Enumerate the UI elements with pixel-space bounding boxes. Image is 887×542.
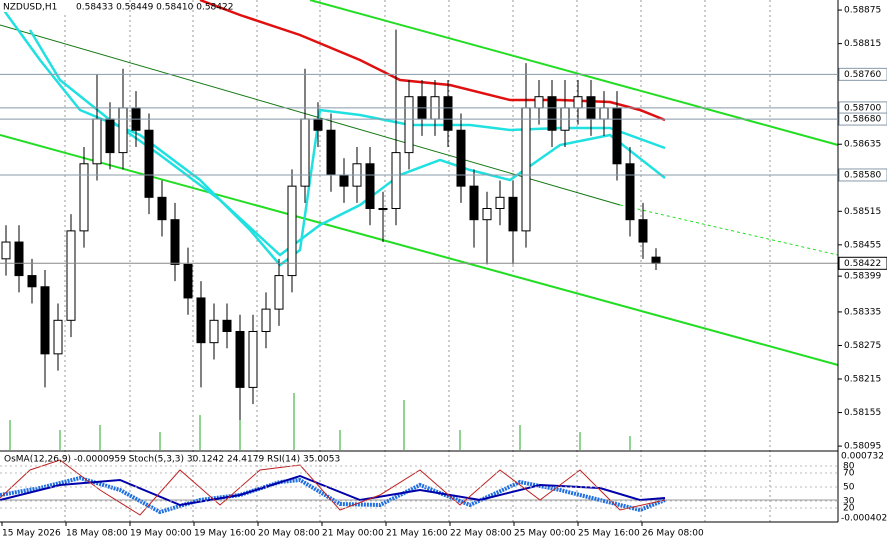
- candle-body: [612, 107, 622, 165]
- candle-body: [534, 96, 544, 109]
- candle-body: [27, 275, 37, 288]
- x-tick-label: 26 May 08:00: [642, 529, 704, 539]
- candle-body: [105, 118, 115, 154]
- x-tick-label: 21 May 16:00: [386, 529, 448, 539]
- current-price-label: 0.58422: [844, 259, 881, 269]
- candle-body: [404, 96, 414, 154]
- price-level-label: 0.58580: [844, 170, 881, 180]
- y-tick-label: 0.58399: [844, 272, 881, 282]
- x-tick-label: 25 May 00:00: [514, 529, 576, 539]
- candle-body: [326, 129, 336, 176]
- candle-body: [391, 152, 401, 210]
- candle-body: [482, 208, 492, 221]
- candle-body: [443, 96, 453, 131]
- ma-slow: [199, 0, 666, 122]
- y-tick-label: 0.58095: [844, 442, 881, 452]
- grid: [64, 0, 771, 522]
- candle-body: [287, 185, 297, 277]
- price-level-label: 0.58680: [844, 115, 881, 125]
- candle-body: [144, 129, 154, 198]
- volumes: [9, 393, 631, 450]
- candle-body: [40, 286, 50, 355]
- candle-body: [222, 319, 232, 332]
- y-tick-label: 0.58335: [844, 307, 881, 317]
- x-tick-label: 20 May 08:00: [258, 529, 320, 539]
- candle-body: [118, 107, 128, 154]
- y-tick-label: 0.58455: [844, 240, 881, 250]
- candle-body: [274, 275, 284, 310]
- candle-body: [1, 241, 11, 260]
- candle-body: [638, 219, 648, 243]
- level-label: 50: [843, 483, 855, 493]
- level-label: 20: [843, 504, 855, 514]
- level-label: 30: [843, 497, 855, 507]
- candle-body: [521, 107, 531, 232]
- price-level-label: 0.58700: [844, 103, 881, 113]
- candle-body: [651, 256, 661, 264]
- candle-body: [625, 163, 635, 221]
- candle-body: [66, 230, 76, 321]
- candle-body: [92, 118, 102, 165]
- candle-body: [183, 263, 193, 299]
- candle-body: [300, 118, 310, 187]
- x-tick-label: 25 May 16:00: [578, 529, 640, 539]
- candle-body: [196, 297, 206, 344]
- y-tick-label: 0.58815: [844, 39, 881, 49]
- x-tick-label: 18 May 08:00: [66, 529, 128, 539]
- candle-body: [547, 96, 557, 131]
- y-tick-label: 0.58155: [844, 408, 881, 418]
- y-tick-label: 0.58215: [844, 375, 881, 385]
- candle-body: [79, 163, 89, 232]
- level-label: 80: [843, 462, 855, 472]
- price-level-label: 0.58760: [844, 70, 881, 80]
- candle-body: [53, 319, 63, 355]
- indicator-label: OsMA(12,26,9) -0.0000959 Stoch(5,3,3) 30…: [4, 455, 340, 465]
- symbol: NZDUSD,H1: [3, 3, 57, 13]
- candle-body: [14, 241, 24, 277]
- candle-body: [248, 330, 258, 388]
- quote: 0.58433 0.58449 0.58410 0.58422: [76, 3, 233, 13]
- candle-body: [157, 196, 167, 221]
- candle-body: [313, 118, 323, 131]
- y-tick-label: 0.58635: [844, 140, 881, 150]
- candle-body: [378, 208, 388, 211]
- candle-body: [456, 129, 466, 187]
- candle-body: [508, 196, 518, 232]
- x-tick-label: 15 May 2026: [2, 529, 61, 539]
- header-bg: [0, 0, 80, 12]
- candle-body: [235, 330, 245, 388]
- price-level-tag: [838, 67, 887, 81]
- candle-body: [339, 174, 349, 187]
- x-tick-label: 21 May 00:00: [322, 529, 384, 539]
- candle-body: [573, 96, 583, 109]
- candle-body: [209, 319, 219, 344]
- price-level-tag: [838, 112, 887, 126]
- y-tick-label: 0.58275: [844, 341, 881, 351]
- price-level-tag: [838, 168, 887, 182]
- x-tick-label: 19 May 00:00: [130, 529, 192, 539]
- candle-body: [469, 185, 479, 221]
- candle-body: [599, 107, 609, 120]
- x-tick-label: 22 May 08:00: [450, 529, 512, 539]
- candle-body: [170, 219, 180, 265]
- y-tick-label: 0.58875: [844, 6, 881, 16]
- candle-body: [495, 196, 505, 210]
- axes: 0.58875 0.58815 0.58635 0.58515 0.58455 0.583…: [0, 6, 887, 539]
- y-tick-label: 0.58515: [844, 207, 881, 217]
- level-label: 70: [843, 469, 855, 479]
- candle-body: [261, 308, 271, 332]
- osma-bottom-label: -0.000402: [841, 514, 887, 524]
- osma-top-label: 0.000732: [841, 452, 884, 462]
- x-tick-label: 19 May 16:00: [194, 529, 256, 539]
- current-price-tag: [838, 256, 887, 270]
- candle-body: [365, 163, 375, 210]
